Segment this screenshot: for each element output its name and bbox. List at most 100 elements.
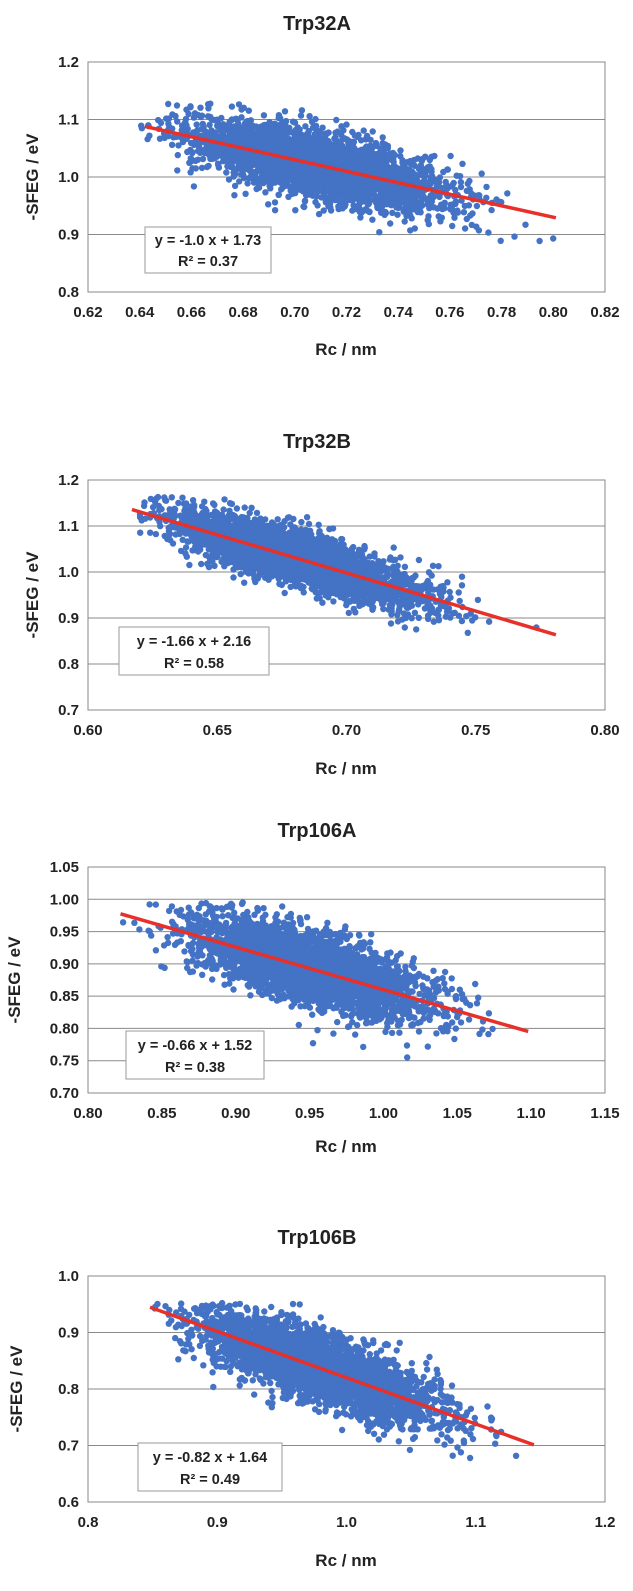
data-point xyxy=(200,123,207,131)
data-point xyxy=(415,190,422,198)
data-point xyxy=(243,125,250,132)
data-point xyxy=(211,501,218,509)
data-point xyxy=(399,159,406,166)
data-point xyxy=(282,182,289,189)
data-point xyxy=(468,221,475,229)
data-point xyxy=(221,563,228,570)
data-point xyxy=(417,208,424,215)
data-point xyxy=(271,199,279,206)
data-point xyxy=(185,110,192,118)
data-point xyxy=(238,106,245,113)
data-point xyxy=(174,118,181,125)
data-point xyxy=(360,157,367,164)
data-point xyxy=(401,624,408,631)
data-point xyxy=(319,182,326,189)
data-point xyxy=(444,166,451,173)
equation-box: y = -1.0 x + 1.73 R² = 0.37 xyxy=(144,226,272,274)
data-point xyxy=(286,143,294,150)
data-point xyxy=(326,200,334,207)
data-point xyxy=(405,189,413,197)
data-point xyxy=(156,135,164,142)
data-point xyxy=(504,190,511,197)
data-point xyxy=(434,183,441,191)
data-point xyxy=(186,159,193,166)
data-point xyxy=(245,140,253,148)
data-point xyxy=(205,105,212,112)
data-point xyxy=(294,146,301,153)
data-point xyxy=(357,214,364,221)
chart-panel-trp32a: Trp32A 0.62 0.64 0.66 0.68 0.70 0.72 0.74 0.76 0… xyxy=(0,0,633,380)
data-point xyxy=(478,170,485,177)
data-point xyxy=(240,172,247,180)
data-point xyxy=(244,180,251,187)
data-point xyxy=(412,199,419,207)
data-point xyxy=(304,140,311,147)
data-point xyxy=(408,602,416,609)
x-tick-label: 0.66 xyxy=(177,304,206,321)
data-point xyxy=(447,594,454,601)
data-point xyxy=(461,202,468,210)
data-point xyxy=(329,525,337,532)
data-point xyxy=(320,207,327,214)
data-point xyxy=(444,579,451,586)
data-point xyxy=(218,132,225,139)
data-point xyxy=(285,129,292,136)
data-point xyxy=(165,115,173,122)
data-point xyxy=(259,139,266,147)
data-point xyxy=(426,156,433,164)
data-point xyxy=(381,164,388,171)
data-point xyxy=(365,200,373,207)
data-point xyxy=(333,116,340,124)
data-point xyxy=(251,136,259,143)
data-point xyxy=(182,544,190,551)
data-point xyxy=(212,129,219,136)
y-tick-label: 0.9 xyxy=(58,227,79,244)
data-point xyxy=(260,112,268,119)
data-point xyxy=(380,198,388,205)
data-point xyxy=(174,167,181,174)
data-point xyxy=(337,181,345,188)
data-point xyxy=(226,134,233,142)
data-point xyxy=(456,173,464,180)
data-point xyxy=(246,151,253,159)
data-point xyxy=(415,614,422,621)
data-point xyxy=(455,589,462,596)
data-point xyxy=(219,126,226,133)
data-point xyxy=(227,153,234,160)
data-point xyxy=(475,192,483,199)
chart-title: Trp32A xyxy=(283,13,351,35)
data-point xyxy=(421,177,428,184)
data-point xyxy=(215,160,222,168)
data-point xyxy=(334,128,341,135)
data-point xyxy=(272,174,280,181)
y-tick-label: 1.2 xyxy=(58,54,79,71)
data-point xyxy=(147,529,154,536)
data-point xyxy=(463,215,470,223)
data-point xyxy=(187,146,194,154)
data-point xyxy=(252,578,259,586)
data-point xyxy=(447,152,454,160)
data-point xyxy=(289,167,296,174)
data-point xyxy=(337,141,344,148)
data-point xyxy=(403,212,410,219)
data-point xyxy=(454,209,461,216)
data-point xyxy=(347,196,355,203)
data-point xyxy=(522,221,529,228)
data-point xyxy=(299,145,306,152)
chart-svg-trp32a: Trp32A 0.62 0.64 0.66 0.68 0.70 0.72 0.74 0.76 0… xyxy=(23,13,620,359)
data-point xyxy=(419,172,426,179)
data-point xyxy=(226,118,233,126)
data-point xyxy=(239,130,246,137)
data-point xyxy=(218,114,225,122)
data-point xyxy=(253,509,261,517)
data-point xyxy=(343,121,350,128)
data-point xyxy=(191,141,198,148)
y-tick-label: 1.0 xyxy=(58,564,79,581)
data-point xyxy=(397,147,404,154)
data-point xyxy=(248,128,255,136)
data-point xyxy=(432,178,439,185)
data-point xyxy=(335,205,342,213)
data-point xyxy=(303,514,311,521)
data-point xyxy=(339,187,346,194)
data-point xyxy=(443,181,450,189)
